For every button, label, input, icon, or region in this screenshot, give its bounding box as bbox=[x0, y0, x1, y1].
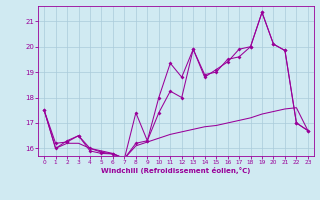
X-axis label: Windchill (Refroidissement éolien,°C): Windchill (Refroidissement éolien,°C) bbox=[101, 167, 251, 174]
